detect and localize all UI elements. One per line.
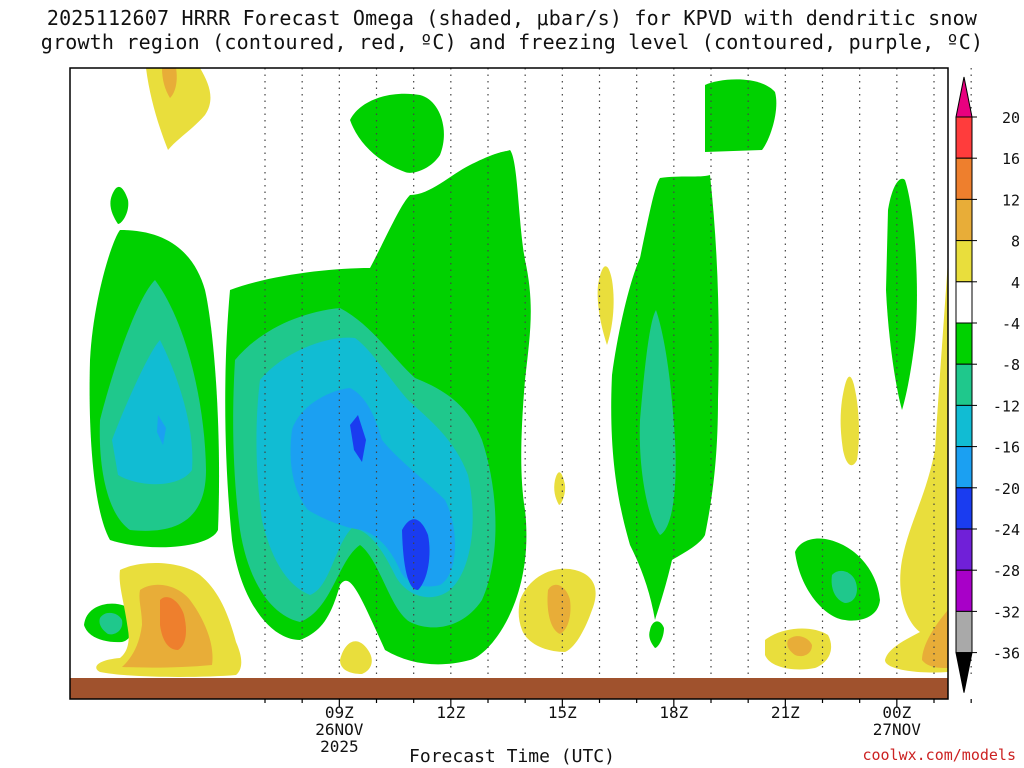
- x-axis-title: Forecast Time (UTC): [409, 746, 615, 767]
- colorbar-band: [955, 116, 973, 159]
- omega-region-central-rising-core-upper: [350, 415, 366, 462]
- omega-region-low-left-orange: [160, 597, 186, 650]
- chart-title: 2025112607 HRRR Forecast Omega (shaded, …: [0, 6, 1024, 54]
- source-credit: coolwx.com/models: [862, 746, 1016, 764]
- omega-region-upper-left-orange: [162, 68, 177, 98]
- colorbar-band: [955, 569, 973, 612]
- omega-region-yellow-knob-a: [340, 641, 372, 674]
- colorbar-band: [955, 404, 973, 448]
- omega-region-thin-yellow-b: [554, 472, 566, 505]
- colorbar-label--32: -32: [993, 603, 1020, 621]
- x-tick-label-12Z: 12Z: [436, 703, 465, 722]
- plot-frame: [69, 67, 949, 700]
- omega-region-low-left-teal: [99, 612, 123, 635]
- colorbar-label-4: 4: [1011, 274, 1020, 292]
- chart-title-line-2: growth region (contoured, red, ºC) and f…: [40, 30, 984, 54]
- colorbar-label--4: -4: [1002, 315, 1020, 333]
- chart-title-line-1: 2025112607 HRRR Forecast Omega (shaded, …: [46, 6, 978, 30]
- colorbar-label-12: 12: [1002, 191, 1020, 209]
- colorbar-label--24: -24: [993, 521, 1020, 539]
- omega-region-mid-amber-blob: [547, 584, 571, 634]
- colorbar-band: [955, 363, 973, 406]
- colorbar-label--12: -12: [993, 397, 1020, 415]
- colorbar-legend: 20 16 12 8 4 -4 -8 -12 -16 -20 -24 -28 -32 -36: [955, 76, 1020, 693]
- colorbar-label--8: -8: [1002, 356, 1020, 374]
- colorbar-label--16: -16: [993, 439, 1020, 457]
- colorbar-band: [955, 446, 973, 489]
- omega-region-upper-green-blob: [350, 93, 444, 173]
- omega-region-left-small-cell: [110, 186, 129, 224]
- colorbar-label--36: -36: [993, 645, 1020, 663]
- colorbar-band: [955, 322, 973, 365]
- colorbar-label--20: -20: [993, 480, 1020, 498]
- omega-region-right-edge-yellow: [885, 260, 948, 673]
- grid-lines: [264, 68, 972, 678]
- omega-region-low-right-amber: [787, 636, 812, 657]
- omega-region-right-rising-teal: [639, 310, 676, 535]
- x-tick-label-09Z: 09Z: [325, 703, 354, 722]
- omega-region-right-edge-amber: [922, 610, 948, 668]
- x-tick-label-2025: 2025: [320, 737, 359, 756]
- omega-region-upper-left-yellow: [146, 68, 211, 150]
- x-tick-label-27NOV: 27NOV: [873, 720, 922, 739]
- omega-region-right-upper-green: [705, 79, 777, 152]
- colorbar-band: [955, 240, 973, 283]
- omega-region-right-thin-green: [886, 178, 917, 410]
- surface-ground: [70, 678, 948, 699]
- omega-region-left-rising-blue: [157, 415, 166, 445]
- x-tick-label-15Z: 15Z: [548, 703, 577, 722]
- colorbar-band: [955, 487, 973, 530]
- colorbar-band: [955, 281, 973, 324]
- colorbar-band: [955, 198, 973, 242]
- x-tick-label-18Z: 18Z: [659, 703, 688, 722]
- colorbar-top-arrow: [955, 76, 973, 118]
- colorbar-band: [955, 157, 973, 200]
- omega-region-tiny-green-cell: [649, 621, 664, 648]
- omega-region-thin-yellow-a: [597, 266, 614, 345]
- colorbar-band: [955, 528, 973, 571]
- omega-region-late-rising-teal: [831, 570, 857, 603]
- omega-region-late-yellow-spike: [840, 376, 859, 466]
- omega-region-central-rising-core-lower: [402, 519, 430, 590]
- colorbar-label-16: 16: [1002, 150, 1020, 168]
- x-tick-label-00Z: 00Z: [882, 703, 911, 722]
- x-tick-label-21Z: 21Z: [771, 703, 800, 722]
- colorbar-band: [955, 610, 973, 654]
- colorbar-label--28: -28: [993, 562, 1020, 580]
- colorbar-bottom-arrow: [955, 652, 973, 693]
- x-tick-label-26NOV: 26NOV: [315, 720, 364, 739]
- colorbar-label-20: 20: [1002, 109, 1020, 127]
- omega-region-left-rising-cyan: [112, 340, 193, 485]
- colorbar-label-8: 8: [1011, 233, 1020, 251]
